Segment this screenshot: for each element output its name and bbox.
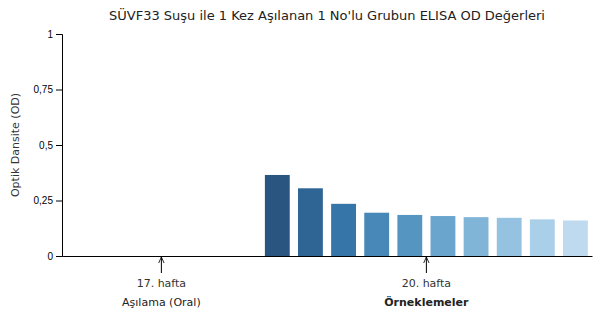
- annotation-sublabel: Örneklemeler: [384, 295, 469, 309]
- y-tick-mark: [56, 256, 62, 257]
- bar: [464, 217, 489, 256]
- annotations: 17. hafta Aşılama (Oral) 20. hafta Örneklem…: [122, 257, 469, 309]
- annotation-arrow: [426, 257, 427, 273]
- annotation: 17. hafta Aşılama (Oral): [122, 257, 201, 309]
- bar: [298, 188, 323, 256]
- y-axis-line: [56, 35, 63, 257]
- bar: [497, 218, 522, 256]
- y-tick: 0,5: [39, 140, 62, 151]
- annotation-label: 17. hafta: [137, 277, 186, 290]
- y-tick-label: 0,75: [34, 84, 54, 95]
- y-tick-label: 0: [47, 251, 53, 262]
- x-axis: [63, 256, 593, 257]
- y-tick: 0,75: [34, 84, 62, 95]
- y-tick: 1: [47, 29, 62, 40]
- y-tick-label: 1: [47, 29, 53, 40]
- y-axis-title: Optik Dansite (OD): [9, 93, 22, 197]
- annotation-label: 20. hafta: [402, 277, 451, 290]
- bar: [265, 175, 290, 256]
- y-tick-label: 0,25: [34, 195, 54, 206]
- y-tick: 0,25: [34, 195, 62, 206]
- y-tick-mark: [56, 145, 62, 146]
- bar: [563, 220, 588, 256]
- annotation-sublabel: Aşılama (Oral): [122, 296, 201, 309]
- y-axis: 0 0,25 0,5 0,75 1: [34, 29, 63, 262]
- x-axis-line: [63, 256, 593, 257]
- plot: 0 0,25 0,5 0,75 1 17. hafta Aşılama (Oral) 20. …: [34, 29, 593, 309]
- bar: [431, 216, 456, 256]
- bars: [265, 175, 588, 256]
- y-tick: 0: [47, 251, 62, 262]
- bar: [364, 213, 389, 256]
- y-tick-mark: [56, 34, 62, 35]
- bar: [530, 219, 555, 256]
- bar: [331, 204, 356, 256]
- y-tick-mark: [56, 90, 62, 91]
- bar: [397, 215, 422, 256]
- chart: 0 0,25 0,5 0,75 1 17. hafta Aşılama (Oral) 20. …: [0, 0, 608, 332]
- y-tick-mark: [56, 201, 62, 202]
- annotation: 20. hafta Örneklemeler: [384, 257, 469, 309]
- annotation-arrow: [161, 257, 162, 273]
- y-tick-label: 0,5: [39, 140, 53, 151]
- title: SÜVF33 Suşu ile 1 Kez Aşılanan 1 No'lu G…: [109, 7, 545, 23]
